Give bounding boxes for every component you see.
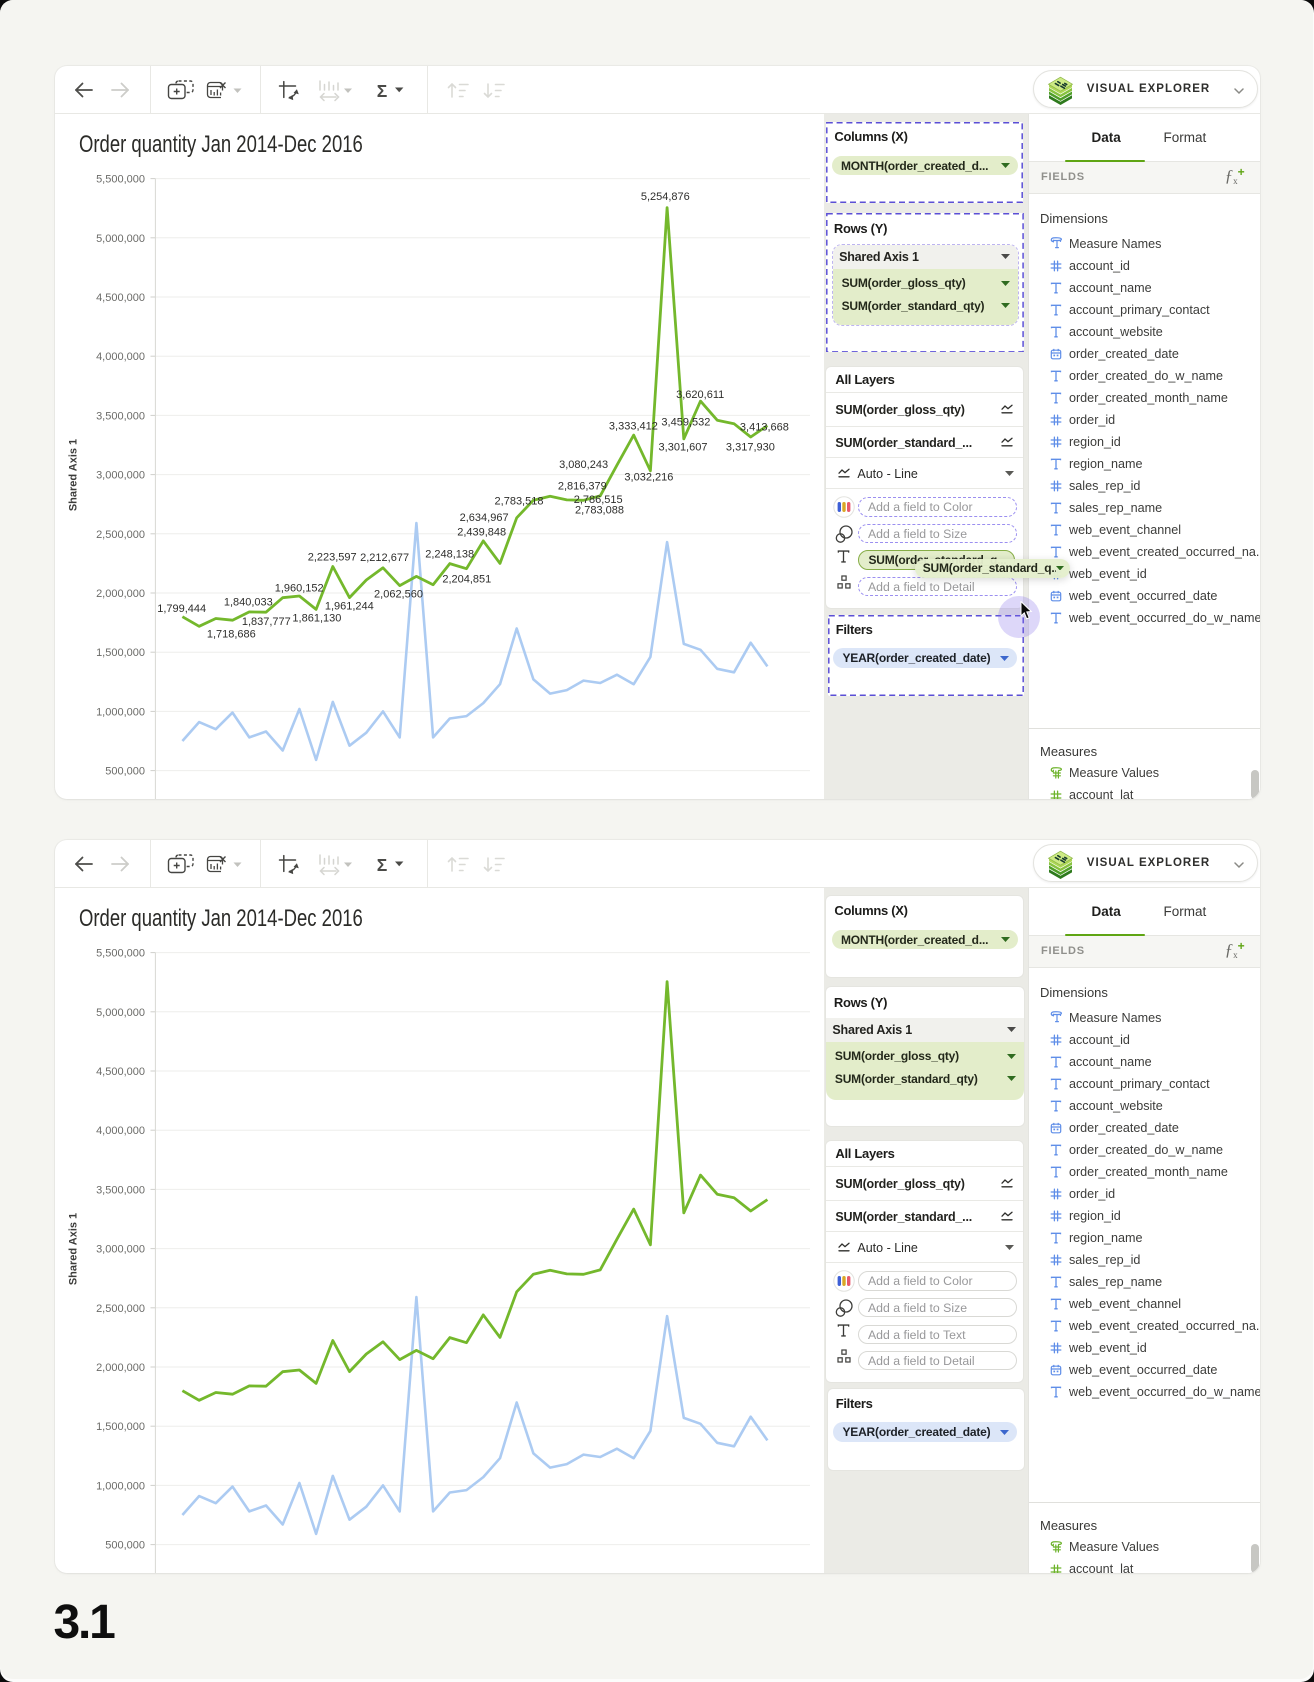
svg-text:2,000,000: 2,000,000: [96, 588, 145, 600]
svg-text:Σ: Σ: [376, 81, 387, 101]
svg-text:3,301,607: 3,301,607: [658, 442, 707, 454]
svg-text:2,439,848: 2,439,848: [457, 527, 506, 539]
svg-text:3,413,668: 3,413,668: [740, 422, 789, 434]
svg-text:2,500,000: 2,500,000: [96, 529, 145, 541]
svg-text:2,816,379: 2,816,379: [557, 481, 606, 493]
svg-text:2,062,560: 2,062,560: [374, 589, 423, 601]
svg-text:1,837,777: 1,837,777: [241, 616, 290, 628]
svg-text:5,500,000: 5,500,000: [96, 948, 145, 960]
svg-text:1,718,686: 1,718,686: [206, 629, 255, 641]
svg-text:1,000,000: 1,000,000: [96, 1481, 145, 1493]
svg-text:3,317,930: 3,317,930: [726, 442, 775, 454]
svg-text:2,783,088: 2,783,088: [575, 505, 624, 517]
svg-text:1,799,444: 1,799,444: [157, 604, 206, 616]
svg-text:5,254,876: 5,254,876: [640, 191, 689, 203]
svg-text:3,032,216: 3,032,216: [624, 472, 673, 484]
svg-text:2,204,851: 2,204,851: [442, 574, 491, 586]
svg-text:5,000,000: 5,000,000: [96, 233, 145, 245]
svg-text:3,620,611: 3,620,611: [676, 389, 724, 401]
svg-text:2,000,000: 2,000,000: [96, 1362, 145, 1374]
svg-text:1,000,000: 1,000,000: [96, 707, 145, 719]
svg-text:3,080,243: 3,080,243: [559, 459, 608, 471]
svg-text:2,783,518: 2,783,518: [494, 496, 543, 508]
svg-text:2,248,138: 2,248,138: [425, 549, 474, 561]
svg-text:2,786,515: 2,786,515: [573, 494, 622, 506]
svg-text:2,634,967: 2,634,967: [459, 512, 508, 524]
svg-text:Shared Axis 1: Shared Axis 1: [67, 1213, 79, 1285]
svg-text:1,500,000: 1,500,000: [96, 648, 145, 660]
svg-text:500,000: 500,000: [105, 766, 145, 778]
svg-text:3,500,000: 3,500,000: [96, 1185, 145, 1197]
svg-text:1,961,244: 1,961,244: [324, 601, 373, 613]
svg-text:2,500,000: 2,500,000: [96, 1303, 145, 1315]
svg-text:4,000,000: 4,000,000: [96, 352, 145, 364]
svg-text:3,000,000: 3,000,000: [96, 470, 145, 482]
svg-text:5,000,000: 5,000,000: [96, 1007, 145, 1019]
svg-text:4,500,000: 4,500,000: [96, 1066, 145, 1078]
svg-text:3,000,000: 3,000,000: [96, 1244, 145, 1256]
svg-text:3,500,000: 3,500,000: [96, 411, 145, 423]
svg-text:3,459,532: 3,459,532: [661, 417, 710, 429]
svg-text:2,223,597: 2,223,597: [307, 552, 356, 564]
svg-text:1,840,033: 1,840,033: [223, 597, 272, 609]
svg-text:2,212,677: 2,212,677: [360, 552, 409, 564]
svg-text:5,500,000: 5,500,000: [96, 174, 145, 186]
svg-text:4,000,000: 4,000,000: [96, 1126, 145, 1138]
svg-text:1,500,000: 1,500,000: [96, 1422, 145, 1434]
svg-text:Shared Axis 1: Shared Axis 1: [67, 439, 79, 511]
svg-text:4,500,000: 4,500,000: [96, 292, 145, 304]
svg-text:1,960,152: 1,960,152: [274, 583, 323, 595]
svg-text:Σ: Σ: [376, 855, 387, 875]
svg-text:3,333,412: 3,333,412: [609, 421, 658, 433]
svg-text:500,000: 500,000: [105, 1540, 145, 1552]
svg-text:1,861,130: 1,861,130: [292, 613, 341, 625]
